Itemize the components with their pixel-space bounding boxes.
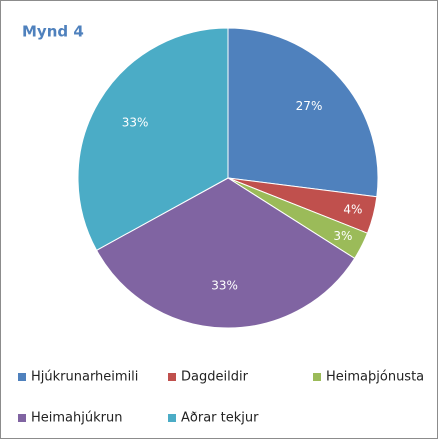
data-label: 3% [333,229,352,243]
chart-title: Mynd 4 [22,23,84,41]
legend-label: Heimahjúkrun [31,411,122,426]
data-label: 33% [211,278,238,292]
legend-swatch [168,373,176,381]
pie-slice [95,177,356,329]
data-label: 27% [296,99,323,113]
pie-slice [227,27,379,198]
legend-label: Aðrar tekjur [181,411,259,426]
data-label: 33% [122,116,149,130]
legend-swatch [168,414,176,422]
pie-slice [77,27,229,251]
legend-label: Dagdeildir [181,370,249,385]
legend-swatch [313,373,321,381]
legend-label: Heimaþjónusta [326,370,424,385]
data-label: 4% [343,203,362,217]
legend-swatch [18,414,26,422]
legend-label: Hjúkrunarheimili [31,370,138,385]
legend-swatch [18,373,26,381]
